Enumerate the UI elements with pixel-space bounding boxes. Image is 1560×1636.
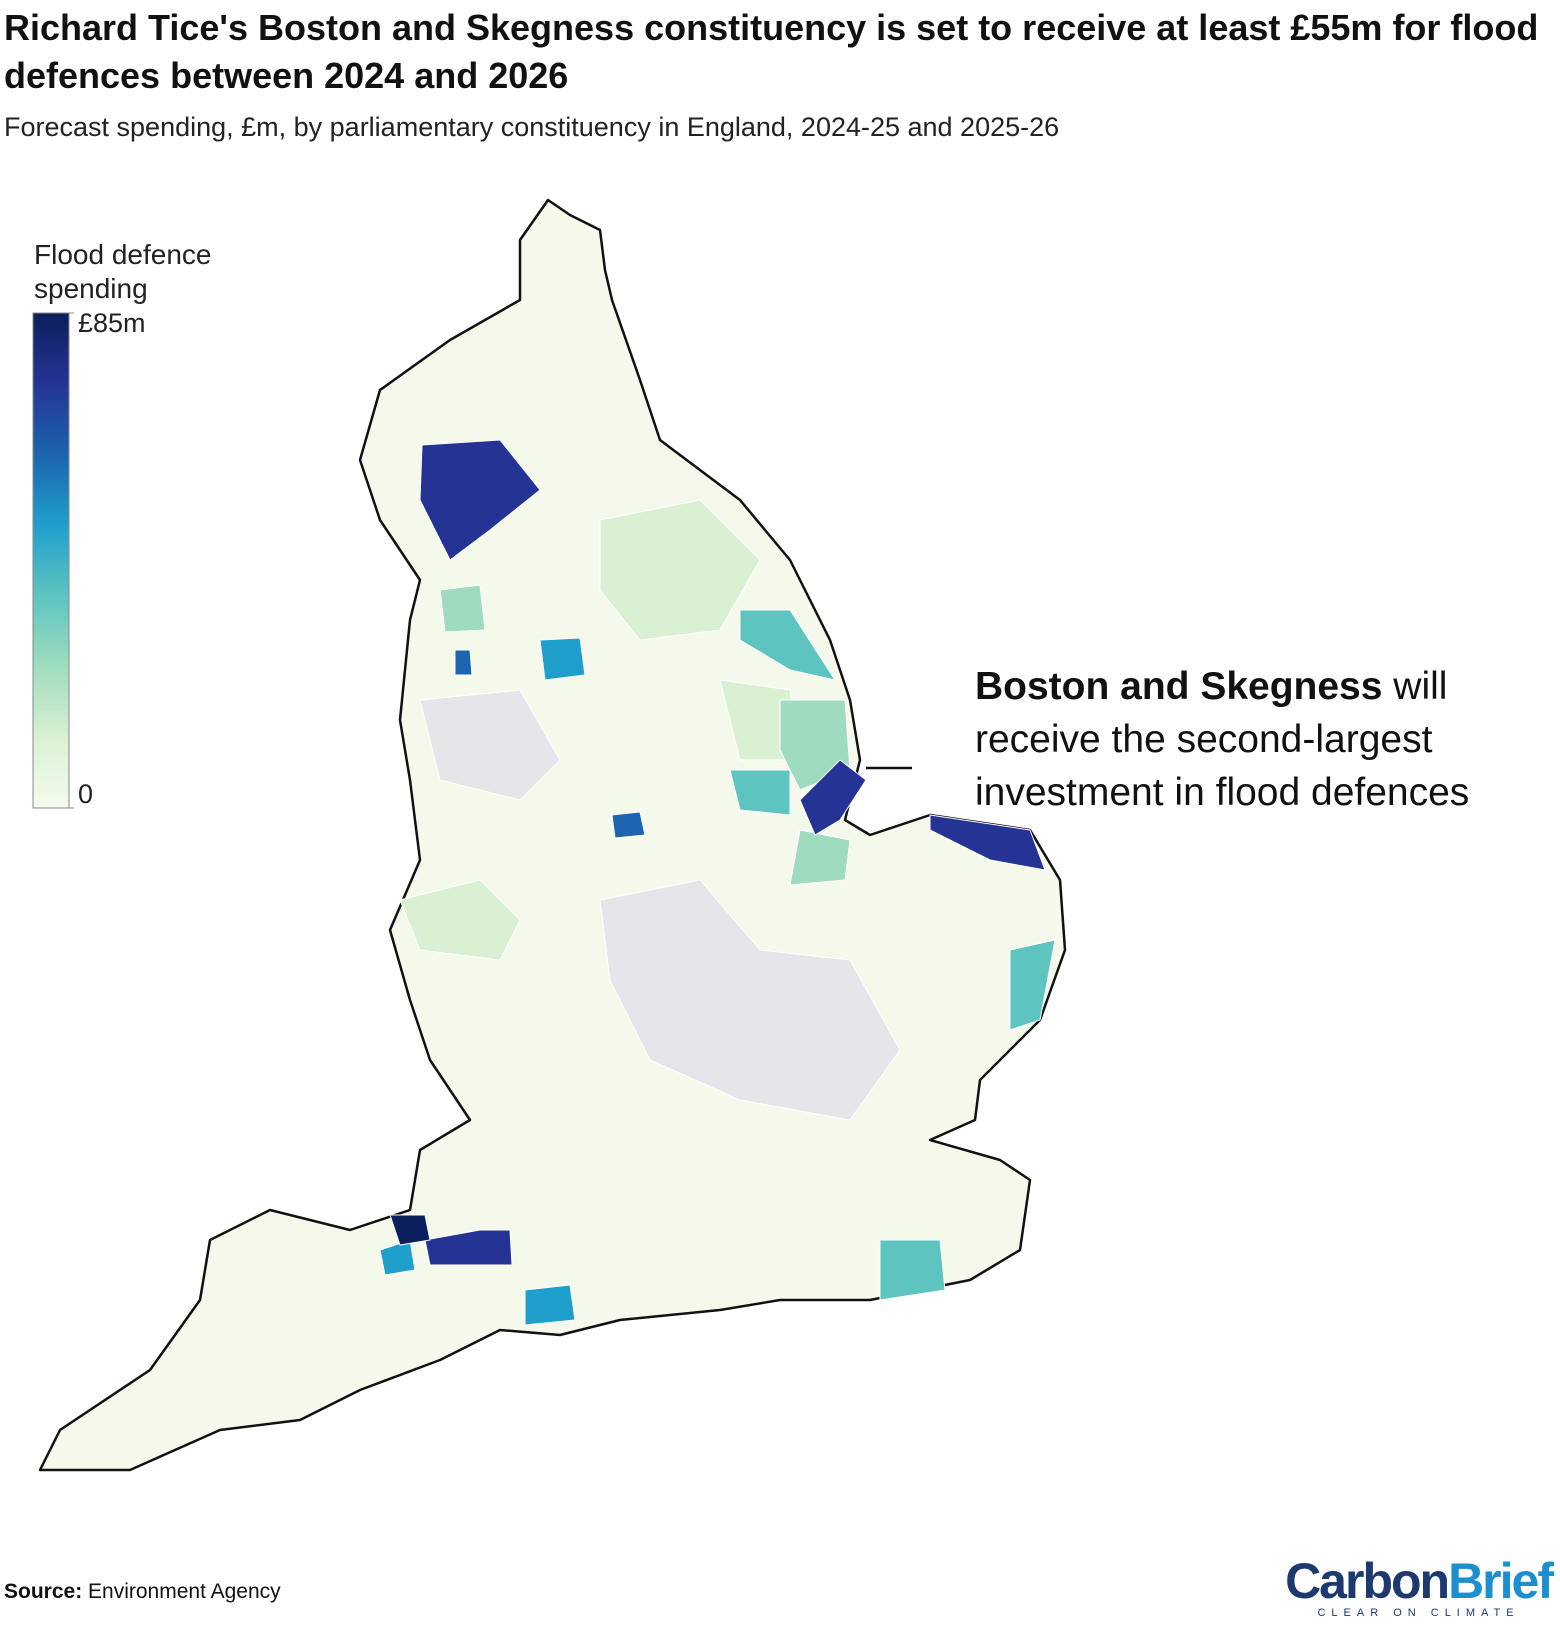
logo-first: Carbon <box>1285 1553 1450 1609</box>
logo-tagline: CLEAR ON CLIMATE <box>1317 1607 1520 1619</box>
logo-second: Brief <box>1448 1553 1554 1609</box>
england-outline <box>38 198 1067 1472</box>
legend-tick-label: 0 <box>78 779 93 809</box>
legend-bar <box>32 312 70 809</box>
source-label: Source: <box>4 1580 83 1603</box>
logo-name: CarbonBrief <box>1285 1553 1554 1609</box>
source-text: Environment Agency <box>88 1580 281 1603</box>
annotation-text: will receive the second-largest investme… <box>975 665 1470 814</box>
legend-title: Flood defence spending <box>34 239 212 304</box>
source: Source: Environment Agency <box>4 1580 281 1604</box>
logo: CarbonBrief CLEAR ON CLIMATE <box>1285 1553 1554 1619</box>
subtitle: Forecast spending, £m, by parliamentary … <box>4 112 1060 142</box>
annotation: Boston and Skegness will receive the sec… <box>975 660 1545 819</box>
regions <box>379 439 1056 1326</box>
title: Richard Tice's Boston and Skegness const… <box>4 7 1539 96</box>
annotation-bold: Boston and Skegness <box>975 665 1383 708</box>
legend-tick-label: £85m <box>78 308 146 338</box>
